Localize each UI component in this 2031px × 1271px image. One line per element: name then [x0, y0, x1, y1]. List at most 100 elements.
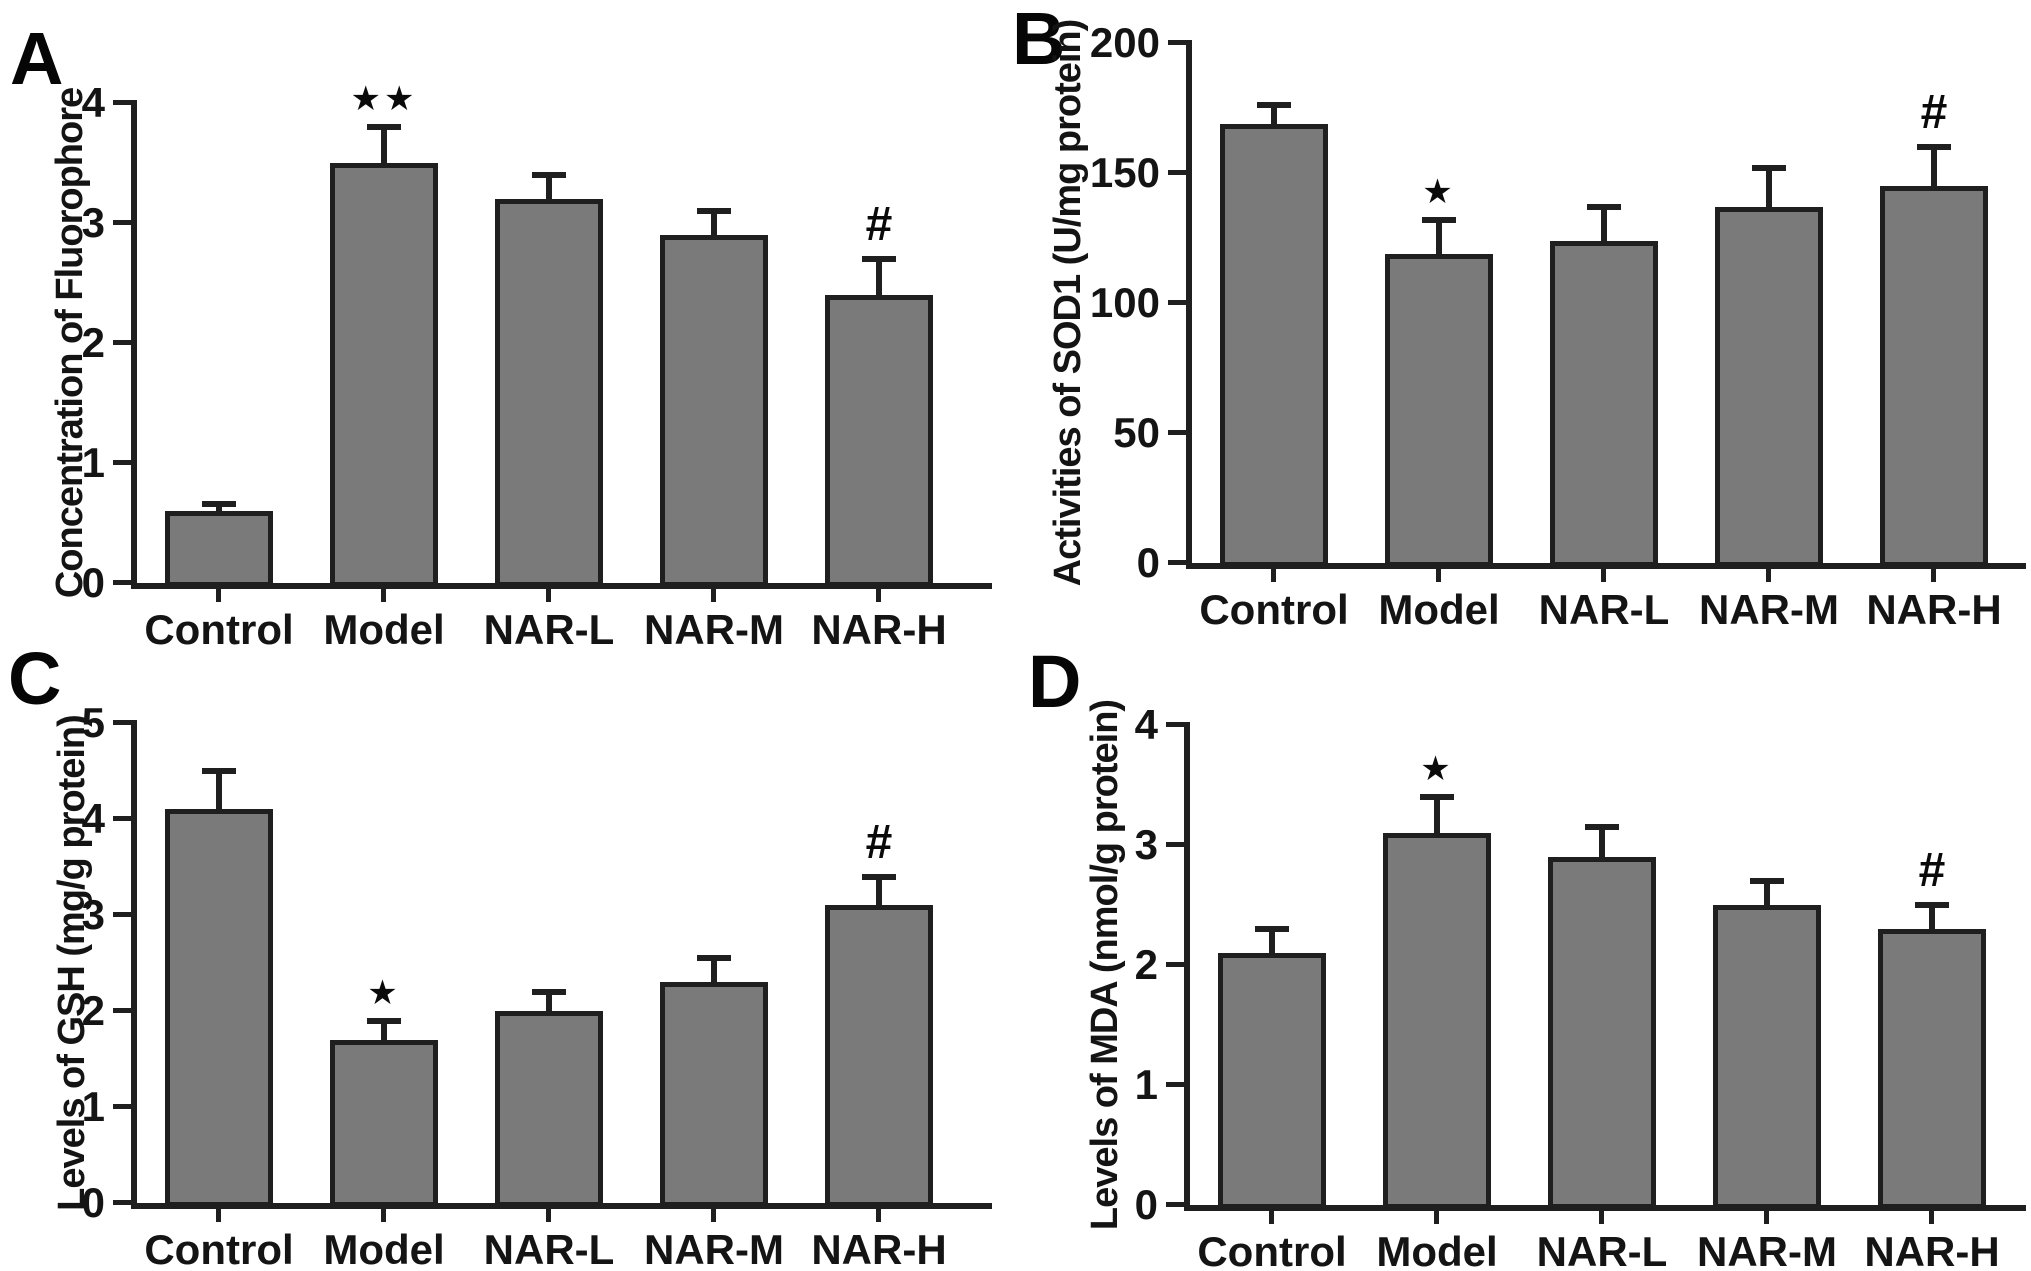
y-tick — [1166, 842, 1184, 847]
bar — [1385, 254, 1493, 567]
y-tick-label: 3 — [81, 199, 105, 246]
x-tick — [1929, 1211, 1934, 1224]
error-bar-stem — [1931, 147, 1937, 188]
x-tick-label: NAR-H — [1866, 586, 2002, 633]
y-tick-label: 1 — [81, 439, 105, 486]
bar — [660, 982, 768, 1207]
error-bar-cap — [697, 208, 731, 214]
x-tick-label: NAR-H — [811, 1226, 947, 1271]
y-tick — [113, 100, 131, 105]
error-bar-cap — [1585, 824, 1619, 830]
y-axis-line — [1184, 722, 1190, 1211]
bar — [330, 163, 438, 587]
panel-c-letter: C — [8, 637, 62, 720]
x-tick-label: NAR-L — [483, 606, 615, 653]
y-tick — [113, 816, 131, 821]
x-tick-label: NAR-L — [483, 1226, 615, 1271]
y-tick — [113, 1200, 131, 1205]
y-tick — [1168, 300, 1186, 305]
x-tick — [1601, 569, 1606, 582]
significance-annotation: # — [1918, 844, 1946, 897]
y-tick-label: 2 — [81, 319, 105, 366]
y-tick-label: 0 — [1134, 1181, 1158, 1228]
error-bar-stem — [1766, 168, 1772, 209]
x-tick-label: NAR-H — [1864, 1228, 2000, 1271]
y-tick-label: 0 — [1136, 539, 1160, 586]
y-tick-label: 0 — [81, 1179, 105, 1226]
y-tick — [113, 460, 131, 465]
y-tick-label: 4 — [81, 795, 105, 842]
error-bar-stem — [1929, 905, 1935, 931]
y-tick — [1168, 560, 1186, 565]
error-bar-cap — [367, 1018, 401, 1024]
bar — [495, 1011, 603, 1207]
x-tick — [216, 1209, 221, 1222]
error-bar-cap — [1255, 926, 1289, 932]
x-tick-label: NAR-H — [811, 606, 947, 653]
y-tick-label: 3 — [81, 891, 105, 938]
error-bar-cap — [532, 172, 566, 178]
error-bar-cap — [1917, 144, 1951, 150]
y-tick-label: 3 — [1134, 821, 1158, 868]
x-tick-label: Model — [323, 606, 445, 653]
bar — [1715, 207, 1823, 567]
error-bar-cap — [367, 124, 401, 130]
y-tick-label: 150 — [1089, 149, 1160, 196]
y-tick-label: 100 — [1089, 279, 1160, 326]
y-tick — [1168, 40, 1186, 45]
bar — [165, 809, 273, 1207]
y-tick — [1166, 1082, 1184, 1087]
bar — [165, 511, 273, 587]
bar — [1383, 833, 1491, 1209]
y-tick-label: 2 — [1134, 941, 1158, 988]
x-tick-label: Model — [1376, 1228, 1498, 1271]
bar — [1550, 241, 1658, 567]
y-tick — [113, 1104, 131, 1109]
error-bar-stem — [1764, 881, 1770, 907]
error-bar-cap — [1257, 102, 1291, 108]
x-tick — [876, 1209, 881, 1222]
x-tick-label: NAR-M — [644, 606, 784, 653]
error-bar-stem — [876, 259, 882, 297]
error-bar-stem — [876, 877, 882, 908]
error-bar-cap — [202, 768, 236, 774]
error-bar-cap — [532, 989, 566, 995]
error-bar-cap — [1422, 217, 1456, 223]
x-tick — [381, 1209, 386, 1222]
error-bar-cap — [862, 874, 896, 880]
x-tick — [546, 589, 551, 602]
y-tick-label: 2 — [81, 987, 105, 1034]
y-tick — [1166, 962, 1184, 967]
error-bar-stem — [1601, 207, 1607, 243]
y-tick — [1166, 1202, 1184, 1207]
y-axis-line — [1186, 40, 1192, 569]
x-tick-label: NAR-L — [1536, 1228, 1668, 1271]
y-tick — [113, 1008, 131, 1013]
x-tick — [1766, 569, 1771, 582]
x-tick — [381, 589, 386, 602]
y-tick-label: 5 — [81, 699, 105, 746]
error-bar-stem — [546, 175, 552, 201]
panel-b-letter: B — [1012, 0, 1066, 80]
x-tick — [216, 589, 221, 602]
error-bar-cap — [1752, 165, 1786, 171]
bar — [1880, 186, 1988, 567]
bar — [660, 235, 768, 587]
y-tick — [113, 580, 131, 585]
panel-d-letter: D — [1028, 640, 1082, 723]
error-bar-stem — [711, 211, 717, 237]
y-tick-label: 200 — [1089, 19, 1160, 66]
x-tick — [1436, 569, 1441, 582]
x-tick-label: Model — [323, 1226, 445, 1271]
bar — [1878, 929, 1986, 1209]
error-bar-stem — [1434, 797, 1440, 835]
y-tick — [1168, 170, 1186, 175]
x-tick — [1599, 1211, 1604, 1224]
significance-annotation: # — [865, 816, 893, 869]
bar — [1713, 905, 1821, 1209]
error-bar-stem — [381, 1021, 387, 1042]
x-tick — [546, 1209, 551, 1222]
